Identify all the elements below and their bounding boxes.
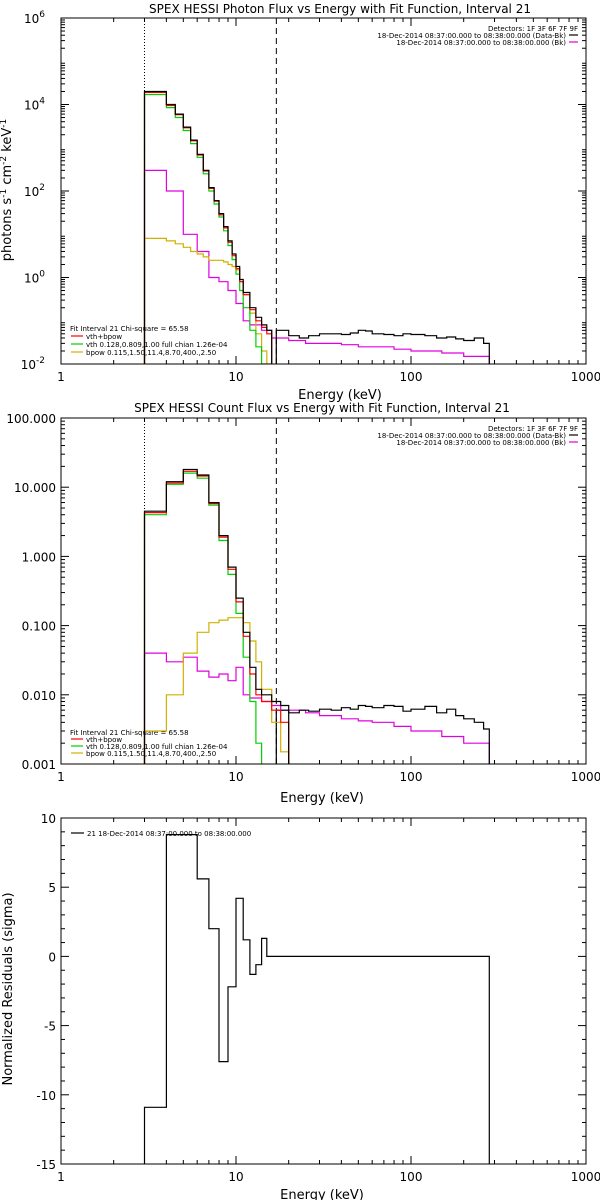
count-total-series: [143, 468, 290, 764]
photon-y-tick-label: 100: [24, 270, 45, 286]
photon-legend-data-bk: 18-Dec-2014 08:37:00.000 to 08:38:00.000…: [377, 32, 566, 40]
photon-flux-ylabel: photons s-1 cm-2 keV-1: [0, 119, 15, 261]
residuals-x-tick-label: 10: [228, 1170, 243, 1184]
count-x-tick-label: 1: [57, 770, 65, 784]
photon-legend-bk: 18-Dec-2014 08:37:00.000 to 08:38:00.000…: [396, 39, 566, 47]
residuals-ylabel: Normalized Residuals (sigma): [1, 892, 16, 1085]
count-legend-fit: vth+bpow: [86, 736, 122, 744]
residuals-plot-area: [143, 834, 490, 1164]
photon-flux-legend-top: Detectors: 1F 3F 6F 7F 9F 18-Dec-2014 08…: [377, 25, 578, 47]
count-legend-bk: 18-Dec-2014 08:37:00.000 to 08:38:00.000…: [396, 439, 566, 447]
count-x-tick-label: 1000: [571, 770, 600, 784]
count-y-tick-label: 10.000: [14, 481, 56, 495]
count-flux-panel: SPEX HESSI Count Flux vs Energy with Fit…: [6, 401, 600, 806]
photon-flux-legend-bottom: Fit Interval 21 Chi-square = 65.58 vth+b…: [70, 325, 228, 357]
count-y-tick-label: 100.000: [6, 412, 56, 426]
count-legend-fit-header: Fit Interval 21 Chi-square = 65.58: [70, 729, 189, 737]
count-plot-frame: [60, 417, 587, 765]
count-flux-xlabel: Energy (keV): [280, 791, 364, 806]
count-x-tick-label: 10: [228, 770, 243, 784]
residuals-x-tick-label: 100: [400, 1170, 423, 1184]
photon-x-tick-label: 100: [400, 370, 423, 384]
residuals-x-tick-label: 1: [57, 1170, 65, 1184]
photon-legend-fit: vth+bpow: [86, 333, 122, 341]
photon-legend-bpow: bpow 0.115,1.50,11.4,8.70,400.,2.50: [86, 349, 216, 357]
residuals-y-tick-label: 0: [48, 950, 56, 964]
photon-x-tick-label: 10: [228, 370, 243, 384]
count-total-tail-series: [275, 704, 490, 764]
count-flux-legend-bottom: Fit Interval 21 Chi-square = 65.58 vth+b…: [70, 729, 228, 758]
count-legend-vth: vth 0.128,0.809,1.00 full chian 1.26e-04: [86, 743, 228, 751]
photon-x-tick-label: 1000: [571, 370, 600, 384]
residuals-series: [143, 834, 490, 1164]
residuals-y-tick-label: 5: [48, 881, 56, 895]
count-legend-data-bk: 18-Dec-2014 08:37:00.000 to 08:38:00.000…: [377, 432, 566, 440]
residuals-y-tick-label: -5: [44, 1020, 56, 1034]
photon-flux-panel: SPEX HESSI Photon Flux vs Energy with Fi…: [0, 2, 600, 403]
photon-plot-area: [143, 18, 490, 364]
photon-legend-header: Detectors: 1F 3F 6F 7F 9F: [488, 25, 578, 33]
count-y-tick-label: 0.001: [22, 758, 56, 772]
count-flux-title: SPEX HESSI Count Flux vs Energy with Fit…: [134, 401, 510, 415]
count-y-tick-label: 0.010: [22, 689, 56, 703]
photon-total-tail-series: [275, 329, 490, 364]
count-y-tick-label: 1.000: [22, 550, 56, 564]
photon-flux-xlabel: Energy (keV): [298, 388, 382, 403]
residuals-plot-frame: [60, 817, 587, 1165]
count-y-tick-label: 0.100: [22, 620, 56, 634]
count-legend-bpow: bpow 0.115,1.50,11.4,8.70,400.,2.50: [86, 750, 216, 758]
residuals-xlabel: Energy (keV): [280, 1188, 364, 1200]
residuals-y-tick-label: 10: [41, 812, 56, 826]
photon-legend-vth: vth 0.128,0.809,1.00 full chian 1.26e-04: [86, 341, 228, 349]
count-x-tick-label: 100: [400, 770, 423, 784]
residuals-y-tick-label: -10: [36, 1089, 56, 1103]
photon-total-series: [143, 90, 273, 364]
residuals-x-tick-label: 1000: [571, 1170, 600, 1184]
count-flux-legend-top: Detectors: 1F 3F 6F 7F 9F 18-Dec-2014 08…: [377, 425, 578, 447]
residuals-y-tick-label: -15: [36, 1158, 56, 1172]
photon-flux-title: SPEX HESSI Photon Flux vs Energy with Fi…: [149, 2, 531, 16]
photon-bpow-series: [143, 237, 272, 364]
photon-y-tick-label: 104: [24, 97, 45, 113]
photon-legend-fit-header: Fit Interval 21 Chi-square = 65.58: [70, 325, 189, 333]
photon-x-tick-label: 1: [57, 370, 65, 384]
residuals-panel: Energy (keV) Normalized Residuals (sigma…: [1, 812, 600, 1200]
count-legend-header: Detectors: 1F 3F 6F 7F 9F: [488, 425, 578, 433]
photon-y-tick-label: 102: [24, 183, 45, 199]
count-plot-area: [143, 418, 490, 764]
photon-y-tick-label: 106: [24, 10, 45, 26]
photon-y-tick-label: 10-2: [21, 356, 45, 372]
